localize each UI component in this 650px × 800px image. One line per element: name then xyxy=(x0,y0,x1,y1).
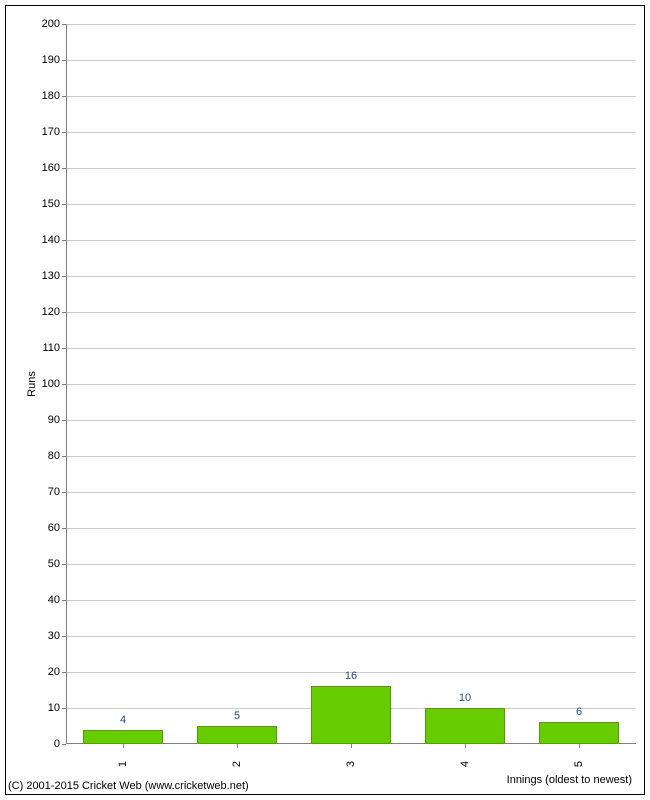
bar-value-label: 5 xyxy=(234,710,240,722)
x-tick-label: 2 xyxy=(231,761,243,767)
grid-line xyxy=(66,240,636,241)
grid-line xyxy=(66,24,636,25)
grid-line xyxy=(66,600,636,601)
y-axis-line xyxy=(66,24,67,744)
y-tick-label: 70 xyxy=(48,486,60,498)
grid-line xyxy=(66,384,636,385)
y-tick-label: 60 xyxy=(48,522,60,534)
x-tick-mark xyxy=(123,744,124,748)
y-tick-label: 150 xyxy=(42,198,60,210)
x-tick-mark xyxy=(237,744,238,748)
grid-line xyxy=(66,420,636,421)
y-tick-label: 80 xyxy=(48,450,60,462)
y-tick-label: 200 xyxy=(42,18,60,30)
x-tick-mark xyxy=(579,744,580,748)
x-tick-mark xyxy=(351,744,352,748)
bar-value-label: 4 xyxy=(120,714,126,726)
grid-line xyxy=(66,204,636,205)
grid-line xyxy=(66,276,636,277)
bar xyxy=(311,686,391,744)
y-tick-label: 120 xyxy=(42,306,60,318)
y-tick-label: 20 xyxy=(48,666,60,678)
grid-line xyxy=(66,456,636,457)
x-tick-label: 5 xyxy=(573,761,585,767)
y-tick-label: 30 xyxy=(48,630,60,642)
x-axis-title: Innings (oldest to newest) xyxy=(507,774,632,786)
plot-area: 0102030405060708090100110120130140150160… xyxy=(66,24,636,744)
chart-frame: 0102030405060708090100110120130140150160… xyxy=(5,5,645,795)
y-tick-label: 50 xyxy=(48,558,60,570)
y-tick-label: 180 xyxy=(42,90,60,102)
grid-line xyxy=(66,168,636,169)
grid-line xyxy=(66,348,636,349)
bar xyxy=(425,708,505,744)
grid-line xyxy=(66,132,636,133)
bar-value-label: 10 xyxy=(459,692,471,704)
y-tick-label: 160 xyxy=(42,162,60,174)
y-tick-label: 170 xyxy=(42,126,60,138)
x-tick-label: 1 xyxy=(117,761,129,767)
grid-line xyxy=(66,492,636,493)
y-tick-label: 140 xyxy=(42,234,60,246)
y-tick-label: 190 xyxy=(42,54,60,66)
y-tick-label: 40 xyxy=(48,594,60,606)
bar xyxy=(197,726,277,744)
y-tick-label: 130 xyxy=(42,270,60,282)
y-tick-label: 100 xyxy=(42,378,60,390)
x-tick-mark xyxy=(465,744,466,748)
y-tick-label: 90 xyxy=(48,414,60,426)
bar-value-label: 6 xyxy=(576,706,582,718)
bar-value-label: 16 xyxy=(345,670,357,682)
y-axis-title: Runs xyxy=(26,371,38,397)
y-tick-label: 0 xyxy=(54,738,60,750)
grid-line xyxy=(66,96,636,97)
grid-line xyxy=(66,60,636,61)
y-tick-mark xyxy=(62,744,66,745)
y-tick-label: 10 xyxy=(48,702,60,714)
bar xyxy=(83,730,163,744)
bar xyxy=(539,722,619,744)
grid-line xyxy=(66,564,636,565)
copyright-text: (C) 2001-2015 Cricket Web (www.cricketwe… xyxy=(8,780,249,792)
grid-line xyxy=(66,636,636,637)
x-tick-label: 3 xyxy=(345,761,357,767)
x-tick-label: 4 xyxy=(459,761,471,767)
y-tick-label: 110 xyxy=(42,342,60,354)
grid-line xyxy=(66,312,636,313)
grid-line xyxy=(66,528,636,529)
